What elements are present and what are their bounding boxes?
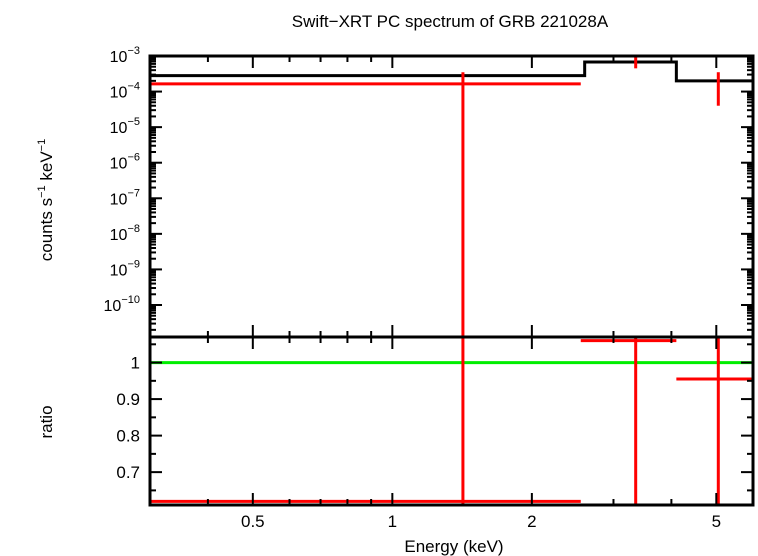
tick-exponent: −10: [121, 294, 140, 306]
tick-exponent: −9: [127, 258, 140, 270]
tick-base: 10: [110, 262, 128, 279]
spectrum-panel-frame: [148, 54, 755, 339]
ratio-data-point-2: [580, 337, 677, 505]
tick-base: 10: [110, 120, 128, 137]
ratio-y-tick-label: 0.9: [116, 390, 140, 409]
tick-base: 10: [110, 191, 128, 208]
ylabel-exp2: −1: [36, 139, 48, 152]
x-axis-label: Energy (keV): [404, 537, 503, 556]
ratio-y-tick-label: 1: [131, 354, 140, 373]
x-tick-label: 1: [388, 512, 397, 531]
chart-title: Swift−XRT PC spectrum of GRB 221028A: [292, 12, 609, 31]
ratio-y-tick-label: 0.7: [116, 463, 140, 482]
ratio-y-axis-label: ratio: [37, 405, 56, 438]
x-tick-label: 5: [712, 512, 721, 531]
ratio-data-point-1: [150, 337, 581, 505]
spectrum-data-point-1: [150, 72, 581, 337]
tick-exponent: −7: [127, 187, 140, 199]
spectrum-y-axis-label: counts s−1 keV−1: [36, 139, 56, 261]
tick-exponent: −5: [127, 116, 140, 128]
spectrum-y-tick-label: 10−4: [110, 81, 140, 102]
ylabel-base: counts s: [37, 198, 56, 261]
tick-base: 10: [110, 227, 128, 244]
spectrum-y-tick-label: 10−3: [110, 45, 140, 66]
x-tick-label: 0.5: [241, 512, 265, 531]
spectrum-y-tick-label: 10−10: [104, 294, 140, 315]
spectrum-y-tick-label: 10−7: [110, 187, 140, 208]
ratio-y-tick-label: 0.8: [116, 427, 140, 446]
tick-exponent: −3: [127, 45, 140, 57]
tick-exponent: −6: [127, 152, 140, 164]
ylabel-mid: keV: [37, 151, 56, 186]
ratio-panel-frame: [148, 335, 755, 507]
tick-base: 10: [110, 156, 128, 173]
tick-base: 10: [104, 298, 122, 315]
spectrum-y-tick-label: 10−9: [110, 258, 140, 279]
tick-base: 10: [110, 49, 128, 66]
spectrum-y-tick-label: 10−6: [110, 152, 140, 173]
spectrum-y-tick-label: 10−5: [110, 116, 140, 137]
ratio-data-point-3: [676, 337, 753, 505]
x-tick-label: 2: [527, 512, 536, 531]
model-step-line: [150, 60, 753, 83]
tick-exponent: −8: [127, 223, 140, 235]
spectrum-y-tick-label: 10−8: [110, 223, 140, 244]
tick-exponent: −4: [127, 81, 140, 93]
ylabel-exp1: −1: [36, 185, 48, 198]
tick-base: 10: [110, 85, 128, 102]
